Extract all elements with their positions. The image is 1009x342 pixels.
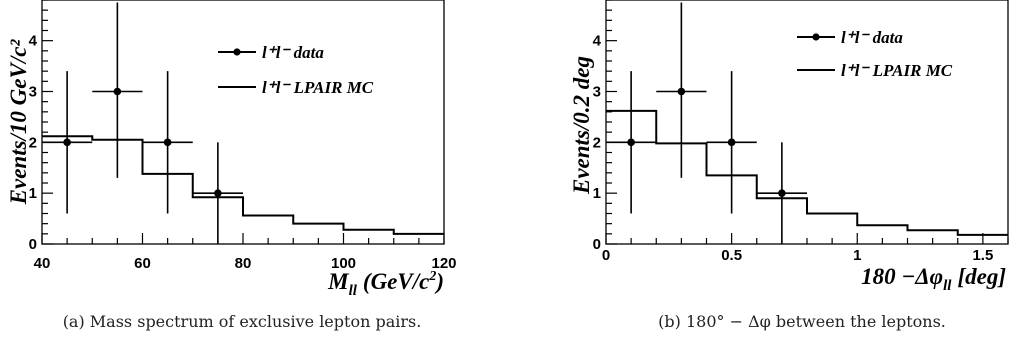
y-tick-label: 2 [29,134,37,151]
x-tick-label: 0 [602,247,610,264]
x-tick-label: 120 [431,255,456,272]
legend-b: l⁺l⁻ data l⁺l⁻ LPAIR MC [797,28,953,80]
y-tick-label: 3 [593,84,601,101]
y-tick-label: 2 [593,134,601,151]
x-axis-title-b: 180 −Δφll [deg] [861,264,1006,294]
x-axis-ticks-b: 0 0.5 1 1.5 [602,233,1009,264]
data-marker [214,189,222,197]
x-axis-ticks-a: 40 60 80 100 120 [34,233,457,272]
y-tick-label: 0 [593,236,601,253]
legend-mc-label: l⁺l⁻ LPAIR MC [841,61,953,80]
y-axis-ticks-a: 0 1 2 3 4 [29,0,53,253]
legend-a: l⁺l⁻ data l⁺l⁻ LPAIR MC [218,43,374,97]
data-point [756,142,807,244]
data-marker [727,138,736,147]
mc-histogram-b [606,109,1008,236]
data-point [92,2,143,178]
data-points-b [606,2,807,244]
caption-a: (a) Mass spectrum of exclusive lepton pa… [63,312,422,331]
data-marker [677,87,686,96]
legend-data-marker [233,48,241,56]
data-point [656,2,707,178]
data-point [606,71,657,214]
x-tick-label: 1 [853,247,861,264]
data-marker [113,87,122,96]
x-tick-label: 1.5 [972,247,993,264]
x-tick-label: 80 [235,255,252,272]
panel-b: 0 0.5 1 1.5 0 1 2 3 4 l⁺l⁻ data l⁺l⁻ LPAIR MC E… [569,0,1009,331]
y-tick-label: 4 [29,33,38,50]
data-points-a [42,2,243,244]
data-point [42,71,93,214]
data-marker [627,138,635,147]
panel-a: 40 60 80 100 120 0 1 2 3 4 l⁺l⁻ data l⁺l⁻ LPAIR … [6,0,457,331]
data-marker [778,189,786,197]
y-tick-label: 1 [593,185,601,202]
legend-data-marker [812,33,820,41]
data-point [192,142,243,244]
y-tick-label: 0 [29,236,37,253]
x-tick-label: 0.5 [721,247,742,264]
y-axis-ticks-b: 0 1 2 3 4 [593,0,617,253]
y-tick-label: 1 [29,185,37,202]
y-axis-title-a: Events/10 GeV/c² [6,39,31,206]
legend-data-label: l⁺l⁻ data [841,28,903,47]
legend-mc-label: l⁺l⁻ LPAIR MC [262,78,374,97]
x-axis-title-a: Mll (GeV/c2) [327,269,444,299]
x-tick-label: 100 [331,255,356,272]
data-point [142,71,193,214]
mc-step-line [606,109,1008,236]
mc-histogram-a [42,135,444,235]
data-marker [63,138,71,147]
data-point [706,71,757,214]
x-tick-label: 40 [34,255,51,272]
y-axis-title-b: Events/0.2 deg [569,56,594,195]
caption-b: (b) 180° − Δφ between the leptons. [658,312,946,331]
mc-step-line [42,135,444,235]
y-tick-label: 3 [29,84,37,101]
y-tick-label: 4 [593,33,602,50]
data-marker [163,138,172,147]
x-tick-label: 60 [134,255,151,272]
legend-data-label: l⁺l⁻ data [262,43,324,62]
